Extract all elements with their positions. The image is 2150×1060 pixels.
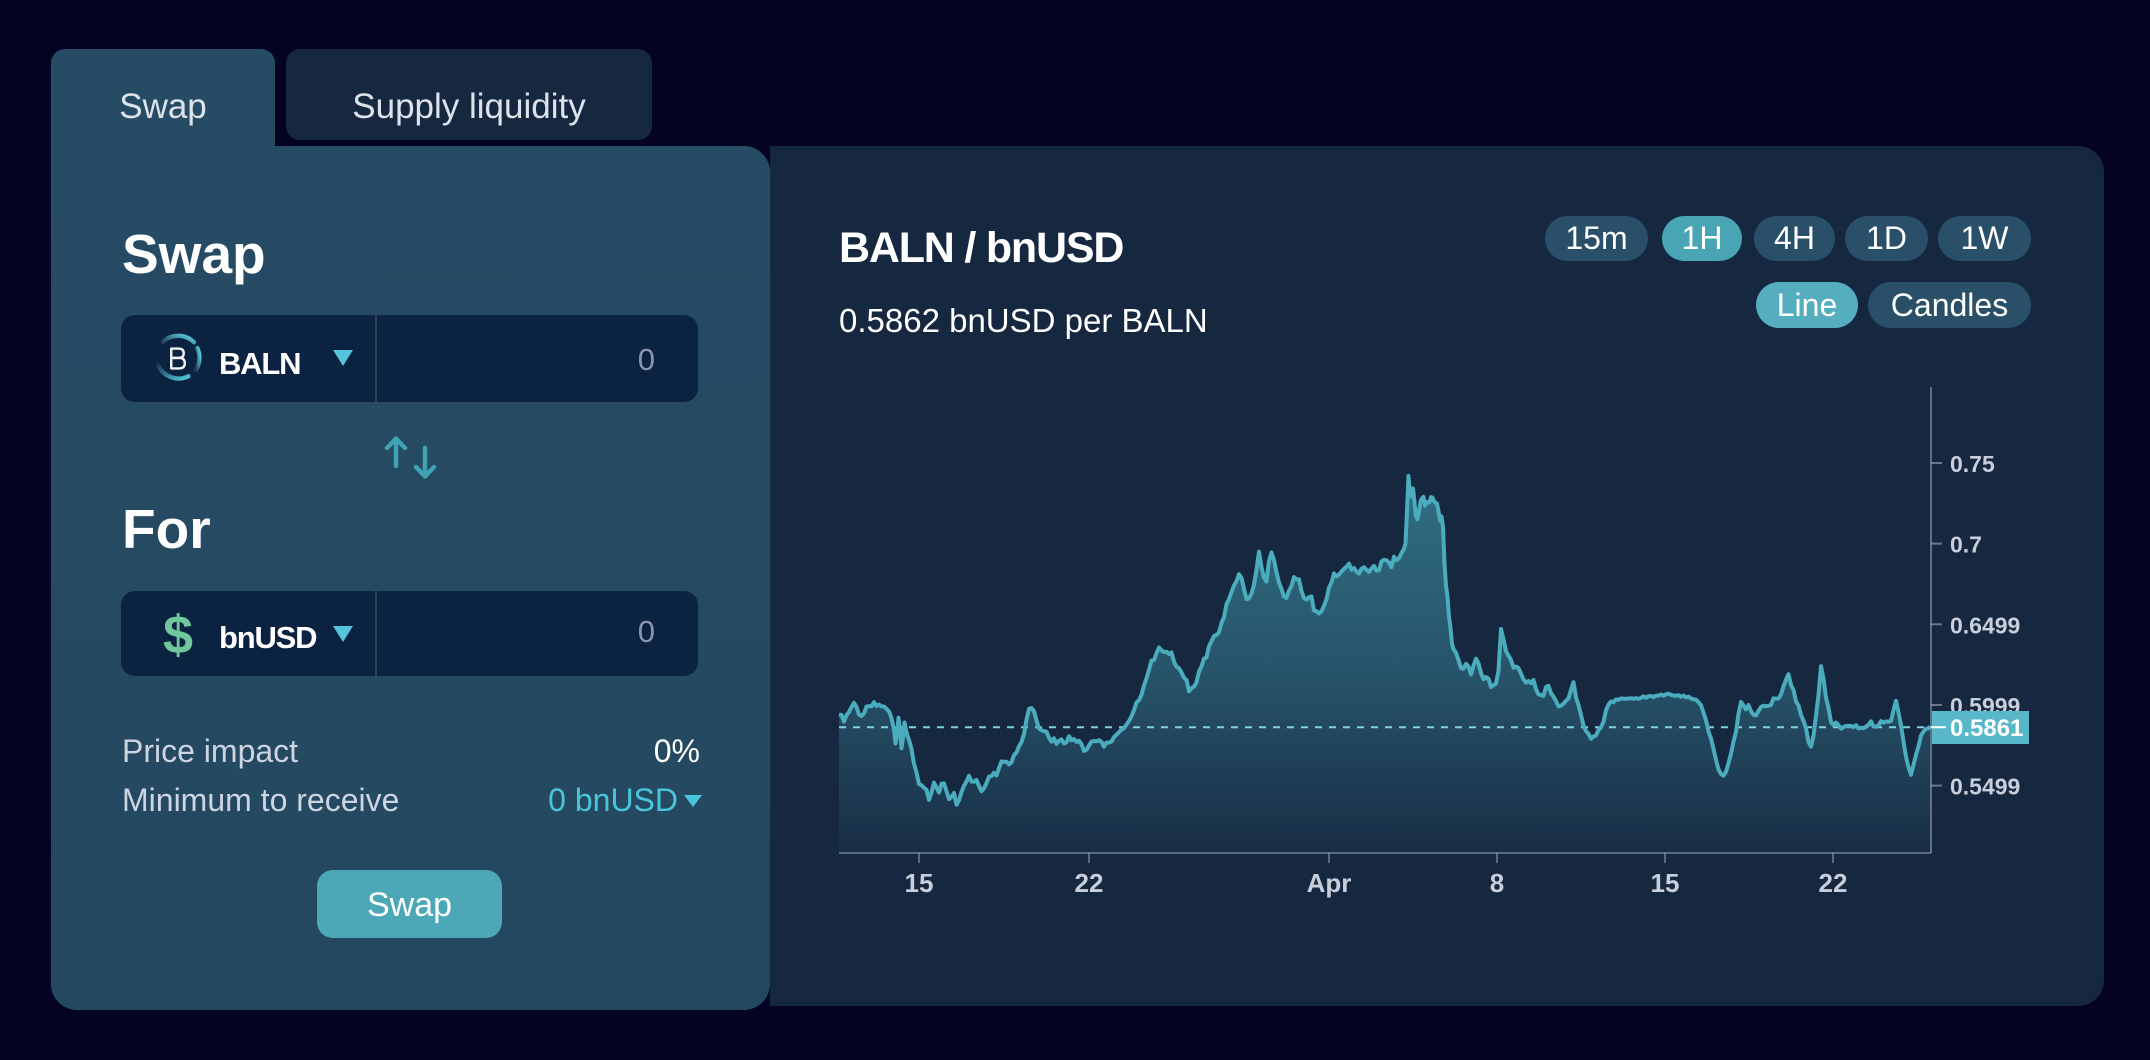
svg-text:0.75: 0.75 [1950, 451, 1995, 477]
svg-text:0.5861: 0.5861 [1950, 715, 2023, 742]
svg-text:22: 22 [1075, 868, 1104, 898]
svg-text:15: 15 [905, 868, 934, 898]
svg-text:15: 15 [1651, 868, 1680, 898]
svg-text:0.5499: 0.5499 [1950, 774, 2020, 800]
svg-text:22: 22 [1819, 868, 1848, 898]
svg-text:Apr: Apr [1307, 868, 1352, 898]
svg-text:8: 8 [1490, 868, 1504, 898]
svg-text:0.6499: 0.6499 [1950, 612, 2020, 638]
svg-text:0.7: 0.7 [1950, 532, 1982, 558]
